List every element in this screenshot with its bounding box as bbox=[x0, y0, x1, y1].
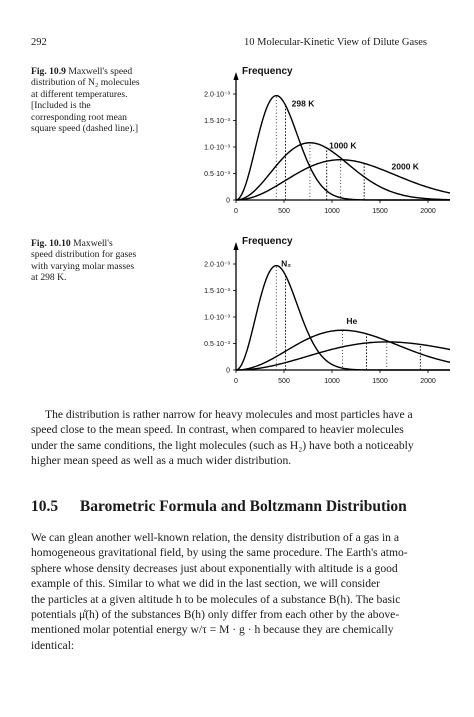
series-curve bbox=[235, 341, 450, 371]
x-tick-label: 1500 bbox=[372, 208, 388, 215]
x-tick-label: 500 bbox=[278, 208, 290, 215]
y-axis-arrow bbox=[233, 242, 239, 250]
body-paragraph: The distribution is rather narrow for he… bbox=[31, 407, 446, 469]
caption-line: at different temperatures. bbox=[31, 88, 128, 100]
series-label: 298 K bbox=[292, 99, 316, 109]
caption-line: at 298 K. bbox=[31, 272, 67, 284]
series-label: He bbox=[346, 316, 357, 326]
fig-10-9-chart: Frequency05001000150020003000ms⁻¹|v|00.5… bbox=[204, 66, 450, 215]
caption-line: [Included is the bbox=[31, 100, 91, 112]
y-tick-label: 0.5·10⁻³ bbox=[204, 171, 231, 178]
text-line: example of this. Similar to what we did … bbox=[31, 577, 381, 591]
series-label: 2000 K bbox=[392, 161, 420, 171]
y-tick-label: 0.5·10⁻³ bbox=[204, 341, 231, 348]
y-tick-label: 2.0·10⁻³ bbox=[204, 262, 231, 269]
y-axis-arrow bbox=[233, 72, 239, 80]
text-line: higher mean speed as well as a much wide… bbox=[31, 454, 292, 468]
x-tick-label: 0 bbox=[234, 208, 238, 215]
fig-10-10-caption: Fig. 10.10 Maxwell's speed distribution … bbox=[31, 238, 149, 284]
fig-10-9-caption: Fig. 10.9 Maxwell's speed distribution o… bbox=[31, 66, 149, 134]
section-title: Barometric Formula and Boltzmann Distrib… bbox=[79, 498, 407, 515]
running-title: 10 Molecular-Kinetic View of Dilute Gase… bbox=[244, 37, 427, 48]
x-tick-label: 1500 bbox=[372, 378, 388, 385]
x-tick-label: 2000 bbox=[420, 378, 436, 385]
text-line: potentials μ̊(h) of the substances B(h) … bbox=[31, 608, 400, 622]
text-line: homogeneous gravitational field, by usin… bbox=[31, 546, 408, 560]
x-tick-label: 0 bbox=[234, 378, 238, 385]
chart-title: Frequency bbox=[242, 236, 293, 247]
text-line: the particles at a given altitude h to b… bbox=[31, 592, 401, 606]
series-label: 1000 K bbox=[329, 141, 357, 151]
chart-title: Frequency bbox=[242, 66, 293, 77]
caption-line: with varying molar masses bbox=[31, 260, 135, 272]
series-curve bbox=[235, 94, 450, 201]
section-heading: 10.5 Barometric Formula and Boltzmann Di… bbox=[31, 498, 407, 516]
x-tick-label: 1000 bbox=[324, 208, 340, 215]
caption-line: corresponding root mean bbox=[31, 111, 127, 123]
y-tick-label: 2.0·10⁻³ bbox=[204, 92, 231, 99]
section-number: 10.5 bbox=[31, 498, 59, 515]
series-curve bbox=[235, 159, 450, 201]
text-line: mentioned molar potential energy w/τ = M… bbox=[31, 623, 394, 637]
caption-line: Maxwell's speed bbox=[68, 66, 133, 77]
y-tick-label: 1.5·10⁻³ bbox=[204, 118, 231, 125]
x-tick-label: 1000 bbox=[324, 378, 340, 385]
fig-10-10-chart: Frequency05001000150020003000ms⁻¹|v|00.5… bbox=[204, 236, 450, 385]
y-tick-label: 0 bbox=[226, 368, 230, 375]
y-tick-label: 0 bbox=[226, 198, 230, 205]
caption-line: Maxwell's bbox=[73, 238, 113, 249]
x-tick-label: 2000 bbox=[420, 208, 436, 215]
y-tick-label: 1.0·10⁻³ bbox=[204, 145, 231, 152]
series-curve bbox=[235, 329, 450, 371]
series-curve bbox=[235, 142, 450, 201]
text-line: sphere whose density decreases just abou… bbox=[31, 561, 398, 575]
text-line: We can glean another well-known relation… bbox=[31, 531, 400, 544]
series-curve bbox=[235, 264, 450, 371]
series-label: N₂ bbox=[281, 259, 291, 269]
fig-10-10-label: Fig. 10.10 bbox=[31, 238, 71, 249]
x-tick-label: 500 bbox=[278, 378, 290, 385]
y-tick-label: 1.5·10⁻³ bbox=[204, 288, 231, 295]
text-line: identical: bbox=[31, 638, 75, 652]
text-line: The distribution is rather narrow for he… bbox=[45, 408, 413, 421]
page-number: 292 bbox=[31, 37, 47, 48]
body-paragraph: We can glean another well-known relation… bbox=[31, 530, 446, 653]
caption-line: distribution of N₂ molecules bbox=[31, 77, 140, 89]
caption-line: square speed (dashed line).] bbox=[31, 123, 139, 135]
text-line: speed close to the mean speed. In contra… bbox=[31, 423, 404, 437]
y-tick-label: 1.0·10⁻³ bbox=[204, 315, 231, 322]
caption-line: speed distribution for gases bbox=[31, 249, 137, 261]
text-line: under the same conditions, the light mol… bbox=[31, 438, 414, 452]
fig-10-9-label: Fig. 10.9 bbox=[31, 66, 66, 77]
